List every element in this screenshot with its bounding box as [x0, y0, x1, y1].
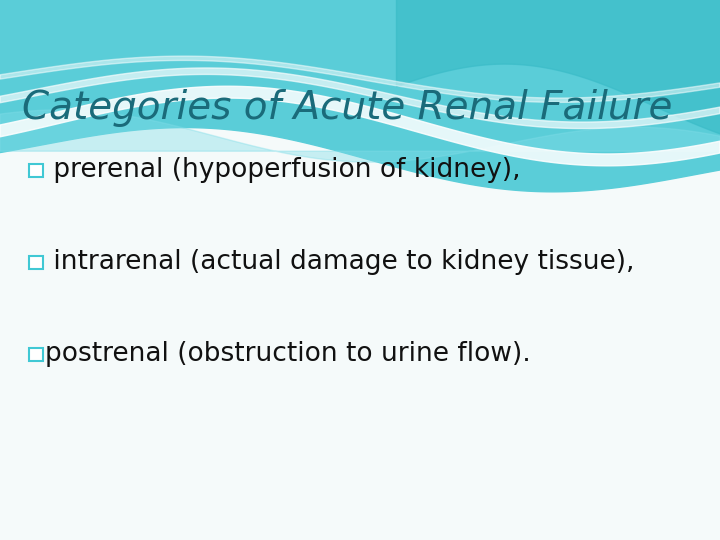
FancyBboxPatch shape — [29, 164, 43, 177]
Text: Categories of Acute Renal Failure: Categories of Acute Renal Failure — [22, 89, 672, 127]
FancyBboxPatch shape — [29, 256, 43, 269]
Text: intrarenal (actual damage to kidney tissue),: intrarenal (actual damage to kidney tiss… — [45, 249, 635, 275]
Text: postrenal (obstruction to urine flow).: postrenal (obstruction to urine flow). — [45, 341, 531, 367]
FancyBboxPatch shape — [29, 348, 43, 361]
Text: prerenal (hypoperfusion of kidney),: prerenal (hypoperfusion of kidney), — [45, 157, 521, 183]
